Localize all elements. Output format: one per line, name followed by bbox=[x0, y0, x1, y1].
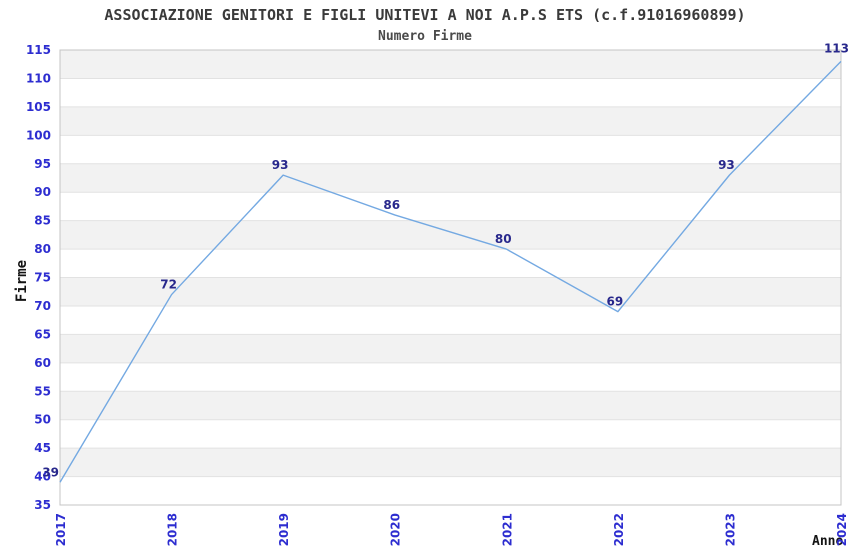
chart-subtitle: Numero Firme bbox=[378, 29, 472, 44]
data-point-label: 93 bbox=[718, 158, 735, 172]
y-tick-label: 115 bbox=[26, 43, 51, 57]
data-point-label: 80 bbox=[495, 232, 512, 246]
y-tick-label: 90 bbox=[34, 185, 51, 199]
y-tick-label: 110 bbox=[26, 71, 51, 85]
x-tick-label: 2019 bbox=[277, 513, 291, 546]
x-axis-label: Anno bbox=[812, 534, 844, 549]
x-tick-label: 2018 bbox=[166, 513, 180, 546]
x-tick-label: 2021 bbox=[500, 513, 514, 546]
plot-band bbox=[60, 220, 841, 250]
x-tick-label: 2022 bbox=[612, 513, 626, 546]
data-line bbox=[59, 60, 842, 483]
y-tick-label: 40 bbox=[34, 470, 51, 484]
y-tick-label: 50 bbox=[34, 413, 51, 427]
y-tick-label: 70 bbox=[34, 299, 51, 313]
plot-band bbox=[60, 448, 841, 477]
y-tick-label: 35 bbox=[34, 498, 51, 512]
plot-band bbox=[60, 50, 841, 79]
y-tick-label: 45 bbox=[34, 441, 51, 455]
plot-band bbox=[60, 163, 841, 193]
plot-band bbox=[60, 334, 841, 363]
data-point-label: 72 bbox=[160, 278, 177, 292]
y-tick-label: 80 bbox=[34, 242, 51, 256]
data-point-label: 113 bbox=[824, 41, 849, 55]
plot-border bbox=[59, 49, 842, 506]
y-tick-label: 85 bbox=[34, 214, 51, 228]
data-point-label: 39 bbox=[42, 465, 59, 479]
y-tick-label: 65 bbox=[34, 327, 51, 341]
data-point-label: 86 bbox=[383, 198, 400, 212]
x-tick-label: 2023 bbox=[723, 513, 737, 546]
plot-band bbox=[60, 277, 841, 306]
x-tick-label: 2017 bbox=[54, 513, 68, 546]
y-tick-label: 75 bbox=[34, 271, 51, 285]
x-tick-label: 2020 bbox=[389, 513, 403, 546]
plot-band bbox=[60, 106, 841, 136]
y-tick-label: 60 bbox=[34, 356, 51, 370]
y-tick-label: 100 bbox=[26, 128, 51, 142]
data-point-label: 69 bbox=[607, 295, 624, 309]
y-tick-label: 105 bbox=[26, 100, 51, 114]
y-tick-label: 55 bbox=[34, 384, 51, 398]
plot-band bbox=[60, 391, 841, 420]
data-point-label: 93 bbox=[272, 158, 289, 172]
chart-title: ASSOCIAZIONE GENITORI E FIGLI UNITEVI A … bbox=[104, 6, 746, 24]
y-tick-label: 95 bbox=[34, 157, 51, 171]
x-tick-label: 2024 bbox=[835, 513, 849, 546]
